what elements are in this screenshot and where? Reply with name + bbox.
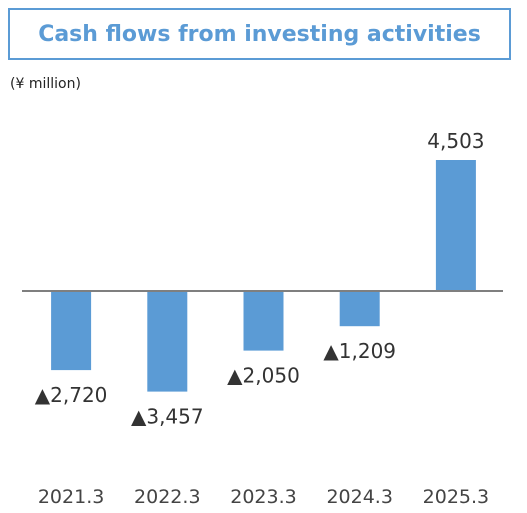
x-tick-label: 2022.3 (134, 486, 200, 508)
bar-2025.3 (435, 160, 476, 291)
data-label-2023.3: ▲2,050 (227, 364, 300, 388)
data-label-2022.3: ▲3,457 (131, 405, 204, 429)
data-label-2025.3: 4,503 (427, 129, 484, 153)
chart-title-box: Cash flows from investing activities (8, 8, 511, 60)
chart-title: Cash flows from investing activities (38, 21, 481, 47)
bar-2021.3 (51, 291, 92, 371)
data-label-2021.3: ▲2,720 (35, 383, 108, 407)
x-tick-label: 2023.3 (230, 486, 296, 508)
bar-2023.3 (243, 291, 284, 351)
x-tick-label: 2024.3 (326, 486, 392, 508)
unit-label: (¥ million) (10, 76, 81, 92)
data-label-2024.3: ▲1,209 (323, 339, 396, 363)
bar-2022.3 (147, 291, 188, 392)
bar-2024.3 (339, 291, 380, 327)
x-tick-label: 2021.3 (38, 486, 104, 508)
x-tick-label: 2025.3 (423, 486, 489, 508)
